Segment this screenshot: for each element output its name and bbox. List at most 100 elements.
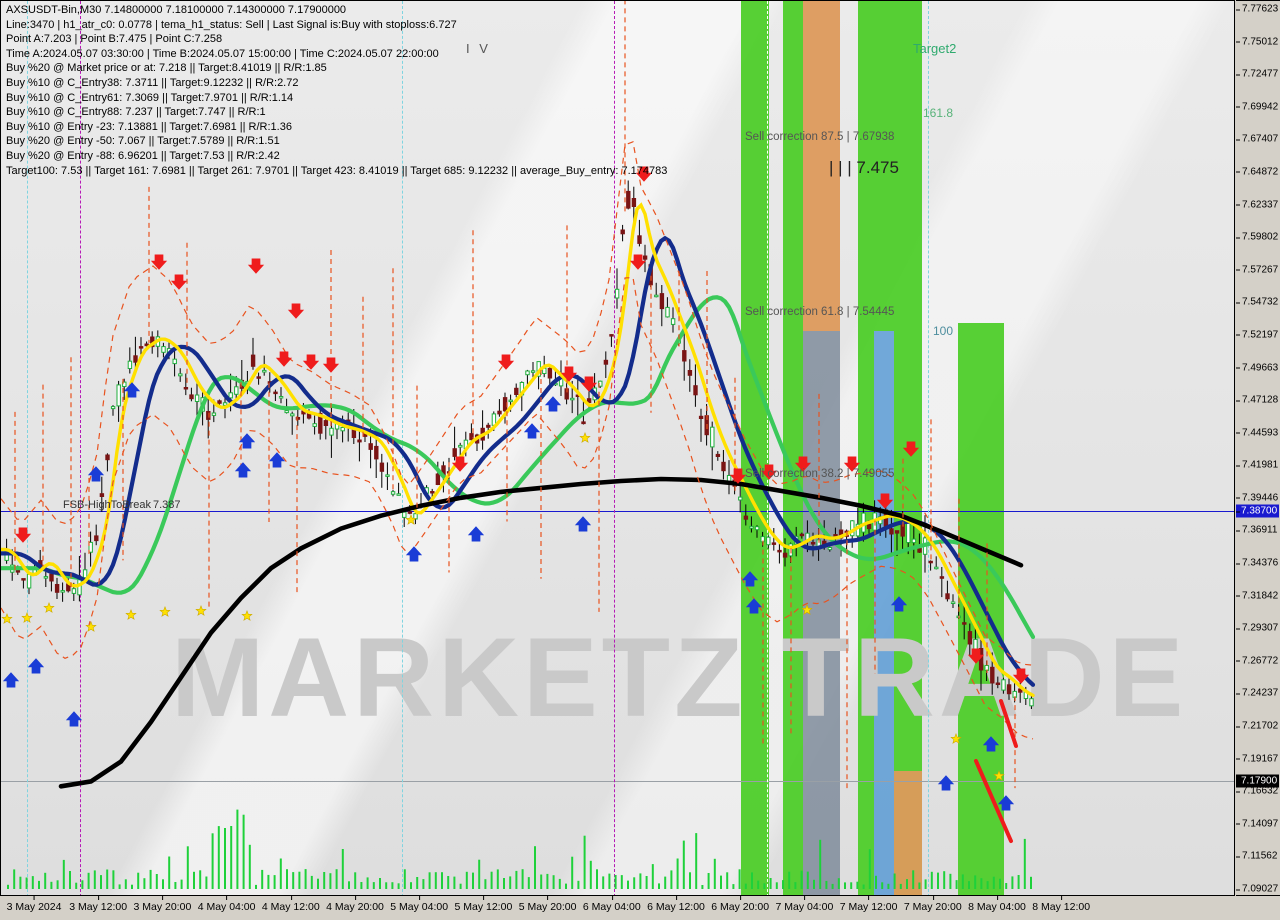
buy-arrow bbox=[982, 736, 1000, 752]
price-axis-tick: 7.67407 bbox=[1236, 134, 1278, 145]
chart-plot-area[interactable]: MARKETZ TRADE I V Target2 161.8 Sell cor… bbox=[0, 0, 1235, 896]
price-highlight-black: 7.17900 bbox=[1236, 774, 1280, 788]
buy-arrow bbox=[268, 452, 286, 468]
chart-info-header: AXSUSDT-Bin,M30 7.14800000 7.18100000 7.… bbox=[6, 3, 667, 178]
buy-arrow bbox=[741, 571, 759, 587]
sell-arrow bbox=[967, 648, 985, 664]
sell-arrow bbox=[560, 366, 578, 382]
chart-info-line: Point A:7.203 | Point B:7.475 | Point C:… bbox=[6, 33, 223, 46]
sell-arrow bbox=[760, 464, 778, 480]
fib-1618-label: 161.8 bbox=[923, 106, 954, 120]
price-axis[interactable]: 7.77623 7.75012 7.72477 7.69942 7.67407 7.648… bbox=[1236, 0, 1280, 896]
time-axis-tick: 6 May 12:00 bbox=[647, 896, 705, 913]
price-axis-tick: 7.19167 bbox=[1236, 753, 1278, 764]
vline-cyan-4 bbox=[928, 1, 929, 895]
sell-arrow bbox=[729, 468, 747, 484]
price-axis-tick: 7.34376 bbox=[1236, 558, 1278, 569]
price-axis-tick: 7.62337 bbox=[1236, 199, 1278, 210]
buy-arrow bbox=[65, 711, 83, 727]
price-axis-tick: 7.49663 bbox=[1236, 362, 1278, 373]
sell-arrow bbox=[322, 357, 340, 373]
ma-black-line bbox=[58, 476, 1024, 789]
price-marker-7475: | | | 7.475 bbox=[829, 158, 899, 177]
buy-arrow bbox=[890, 596, 908, 612]
price-axis-tick: 7.47128 bbox=[1236, 395, 1278, 406]
price-axis-tick: 7.39446 bbox=[1236, 492, 1278, 503]
sell-arrow bbox=[580, 376, 598, 392]
chart-info-line: Buy %20 @ Entry -50: 7.067 || Target:7.5… bbox=[6, 135, 280, 148]
chart-info-line: Buy %20 @ Market price or at: 7.218 || T… bbox=[6, 62, 327, 75]
vline-cyan-2 bbox=[402, 1, 403, 895]
price-axis-tick: 7.44593 bbox=[1236, 427, 1278, 438]
chart-info-line: Time A:2024.05.07 03:30:00 | Time B:2024… bbox=[6, 47, 439, 60]
sell-arrow bbox=[302, 354, 320, 370]
price-axis-tick: 7.69942 bbox=[1236, 101, 1278, 112]
price-axis-tick: 7.11562 bbox=[1236, 851, 1277, 862]
time-axis-tick: 7 May 20:00 bbox=[903, 896, 962, 913]
price-axis-tick: 7.59802 bbox=[1236, 232, 1278, 243]
price-axis-tick: 7.14097 bbox=[1236, 818, 1278, 829]
sell-arrow bbox=[629, 254, 647, 270]
buy-arrow bbox=[997, 795, 1015, 811]
price-line-gray bbox=[1, 781, 1234, 782]
sell-correction-875-label: Sell correction 87.5 | 7.67938 bbox=[745, 131, 895, 143]
sell-correction-618-label: Sell correction 61.8 | 7.54445 bbox=[745, 306, 895, 318]
price-line-blue bbox=[1, 511, 1234, 512]
sell-arrow bbox=[170, 274, 188, 290]
price-axis-tick: 7.77623 bbox=[1236, 4, 1278, 15]
time-axis-tick: 7 May 04:00 bbox=[775, 896, 834, 913]
buy-arrow bbox=[745, 598, 763, 614]
sell-arrow bbox=[14, 527, 32, 543]
time-axis-tick: 3 May 2024 bbox=[6, 896, 62, 913]
buy-arrow bbox=[574, 516, 592, 532]
time-axis-tick: 4 May 12:00 bbox=[261, 896, 320, 913]
chart-info-line: Buy %10 @ C_Entry88: 7.237 || Target:7.7… bbox=[6, 106, 266, 119]
sell-arrow bbox=[451, 456, 469, 472]
buy-arrow bbox=[234, 462, 252, 478]
time-axis-tick: 5 May 04:00 bbox=[390, 896, 449, 913]
fsb-value: 7.387 bbox=[153, 499, 181, 511]
price-axis-tick: 7.64872 bbox=[1236, 166, 1278, 177]
ma-yellow-line bbox=[1, 202, 1035, 698]
price-axis-tick: 7.52197 bbox=[1236, 329, 1278, 340]
buy-arrow bbox=[544, 396, 562, 412]
orange-band-lines bbox=[1, 1, 1034, 789]
signal-arrows bbox=[2, 166, 1030, 811]
chart-info-line: Buy %10 @ Entry -23: 7.13881 || Target:7… bbox=[6, 120, 292, 133]
buy-arrow bbox=[405, 546, 423, 562]
chart-info-line: Line:3470 | h1_atr_c0: 0.0778 | tema_h1_… bbox=[6, 18, 457, 31]
price-axis-tick: 7.24237 bbox=[1236, 688, 1278, 699]
sell-arrow bbox=[902, 441, 920, 457]
time-axis[interactable]: 3 May 2024 3 May 12:00 3 May 20:00 4 May 04… bbox=[0, 896, 1235, 920]
red-trend-line bbox=[974, 699, 1018, 843]
sell-correction-382-label: Sell correction 38.2 | 7.49055 bbox=[745, 468, 895, 480]
price-axis-tick: 7.31842 bbox=[1236, 590, 1278, 601]
price-axis-tick: 7.57267 bbox=[1236, 264, 1278, 275]
price-highlight-blue: 7.38700 bbox=[1236, 504, 1280, 518]
chart-info-line: Target100: 7.53 || Target 161: 7.6981 ||… bbox=[6, 164, 668, 177]
sell-arrow bbox=[247, 258, 265, 274]
price-axis-tick: 7.16632 bbox=[1236, 786, 1278, 797]
vline-magenta-2 bbox=[614, 1, 615, 895]
buy-arrow bbox=[238, 433, 256, 449]
sell-arrow bbox=[275, 351, 293, 367]
sell-arrow bbox=[843, 456, 861, 472]
sell-arrow bbox=[794, 456, 812, 472]
vline-cyan-3 bbox=[767, 1, 768, 895]
chart-info-line: Buy %20 @ Entry -88: 6.96201 || Target:7… bbox=[6, 149, 280, 162]
buy-arrow bbox=[467, 526, 485, 542]
price-axis-tick: 7.54732 bbox=[1236, 297, 1278, 308]
buy-arrow bbox=[937, 775, 955, 791]
buy-arrow bbox=[123, 382, 141, 398]
price-axis-tick: 7.09027 bbox=[1236, 884, 1278, 895]
volume-bars bbox=[7, 809, 1032, 889]
chart-info-line: Buy %10 @ C_Entry38: 7.3711 || Target:9.… bbox=[6, 76, 299, 89]
vline-cyan-1 bbox=[27, 1, 28, 895]
price-axis-tick: 7.26772 bbox=[1236, 655, 1278, 666]
price-axis-tick: 7.29307 bbox=[1236, 623, 1278, 634]
buy-arrow bbox=[27, 658, 45, 674]
ma-navy-line bbox=[1, 235, 1036, 687]
time-axis-tick: 7 May 12:00 bbox=[839, 896, 898, 913]
star-markers bbox=[1, 431, 1005, 781]
